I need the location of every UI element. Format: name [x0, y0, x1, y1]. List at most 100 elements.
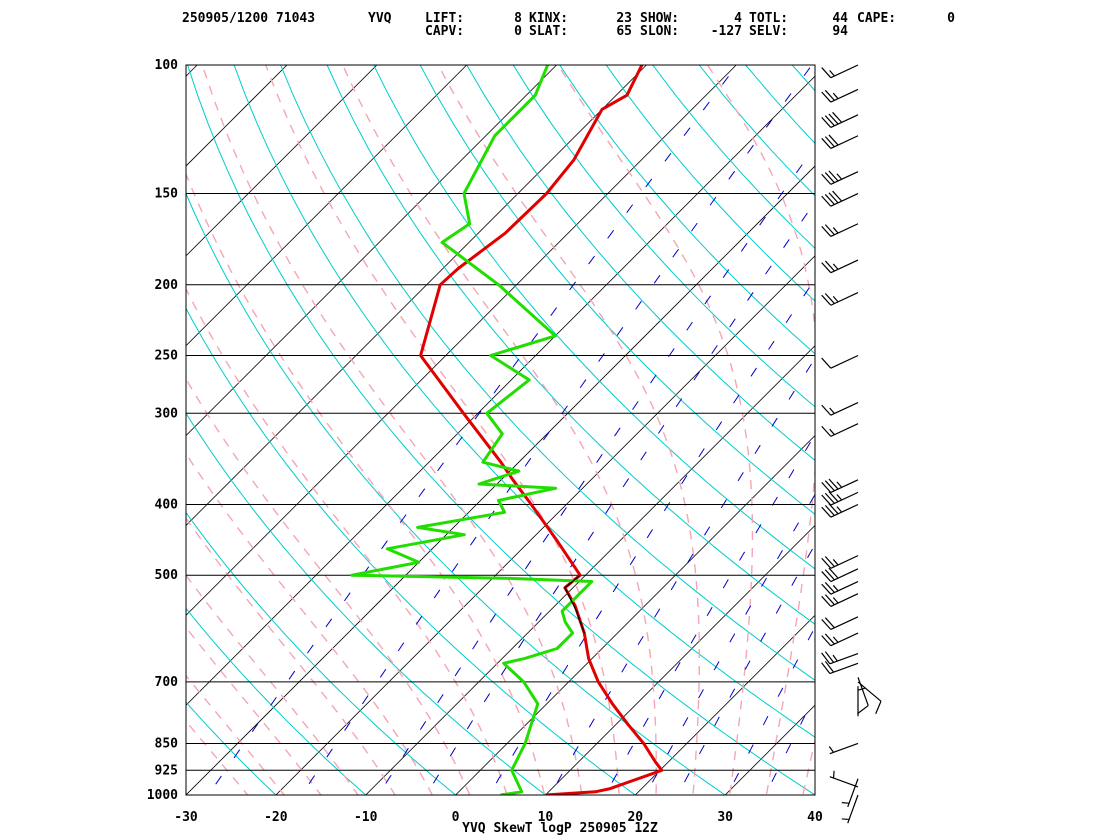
- barb-half-flag: [836, 173, 843, 180]
- barb-flag: [821, 357, 832, 369]
- barb-flag: [821, 506, 832, 518]
- barb-flag: [821, 662, 831, 674]
- wind-barb: [821, 660, 859, 675]
- temperature-axis: -30 -20 -10 0 10 20 30 40: [174, 810, 823, 825]
- wind-barb: [821, 503, 859, 518]
- dry-adiabat-line: [855, 32, 1120, 811]
- pressure-tick-label: 300: [155, 406, 179, 421]
- mixing-ratio-line: [726, 626, 815, 795]
- header-lift-label: LIFT:: [425, 11, 464, 26]
- isotherm-line: [186, 65, 737, 616]
- barb-staff: [830, 171, 859, 185]
- barb-half-flag: [832, 559, 839, 566]
- barb-flag: [821, 137, 832, 149]
- dry-adiabat-line: [280, 65, 815, 681]
- moist-adiabat-line: [706, 65, 815, 795]
- barb-flag: [824, 89, 835, 101]
- barb-flag: [824, 582, 835, 593]
- moist-adiabat-line: [186, 674, 286, 795]
- isotherm-line: [0, 65, 17, 795]
- pressure-tick-label: 250: [155, 348, 179, 363]
- dry-adiabat-line: [900, 32, 1120, 811]
- temperature-tick-label: 10: [538, 810, 554, 825]
- barb-flag: [824, 556, 835, 568]
- dry-adiabat-line: [233, 65, 815, 738]
- wind-barb: [857, 677, 869, 715]
- header-kinx-value: 23: [616, 11, 632, 26]
- barb-flag: [821, 195, 832, 207]
- mixing-ratio-line: [645, 493, 815, 795]
- pressure-tick-label: 150: [155, 187, 179, 202]
- barb-half-flag: [832, 92, 839, 100]
- barb-flag: [824, 224, 835, 236]
- dry-adiabat-line: [186, 701, 277, 795]
- pressure-tick-label: 100: [155, 58, 179, 73]
- barb-half-flag: [832, 654, 838, 662]
- header-capv-value: 0: [514, 24, 522, 39]
- barb-flag: [828, 170, 839, 182]
- dry-adiabat-line: [810, 32, 1120, 811]
- barb-staff: [829, 742, 859, 755]
- isotherm-line: [186, 65, 288, 167]
- moist-adiabat-line: [186, 574, 359, 795]
- header-selv-value: 94: [832, 24, 848, 39]
- wind-barb: [829, 770, 859, 788]
- isotherm-line: [545, 524, 815, 795]
- barb-flag: [828, 134, 839, 146]
- header-totl-label: TOTL:: [749, 11, 788, 26]
- header-slat-value: 65: [616, 24, 632, 39]
- wind-barb: [821, 292, 859, 306]
- isotherm-line: [635, 614, 815, 795]
- header-slat-label: SLAT:: [529, 24, 568, 39]
- pressure-tick-label: 400: [155, 498, 179, 513]
- wind-barb: [821, 259, 859, 274]
- dry-adiabat-line: [605, 65, 815, 302]
- barb-flag: [824, 172, 835, 184]
- header-lift-value: 8: [514, 11, 522, 26]
- isotherm-line: [186, 65, 378, 257]
- barb-half-flag: [828, 746, 835, 753]
- header-totl-value: 44: [832, 11, 848, 26]
- barb-flag: [824, 617, 835, 629]
- header-capv-label: CAPV:: [425, 24, 464, 39]
- barb-flag: [821, 173, 832, 185]
- barb-flag: [821, 91, 832, 103]
- temperature-tick-label: 0: [452, 810, 460, 825]
- barb-flag: [824, 492, 835, 504]
- barb-staff: [847, 794, 859, 824]
- dry-adiabat-line: [559, 65, 815, 355]
- barb-half-flag: [841, 818, 850, 821]
- barb-staff: [829, 652, 859, 665]
- header-selv-label: SELV:: [749, 24, 788, 39]
- moist-adiabat-line: [186, 452, 434, 795]
- wind-barb: [821, 170, 859, 185]
- moist-adiabat-line: [186, 287, 508, 795]
- barb-flag: [821, 425, 832, 437]
- barb-staff: [830, 114, 859, 128]
- barb-flag: [821, 595, 832, 607]
- barb-flag: [821, 404, 832, 416]
- isotherm-line: [0, 65, 107, 795]
- pressure-tick-label: 925: [155, 763, 178, 778]
- mixing-ratio-line: [764, 694, 815, 795]
- header-show-value: 4: [734, 11, 742, 26]
- barb-half-flag: [836, 481, 843, 488]
- header-stamp: 250905/1200 71043: [182, 11, 315, 26]
- pressure-tick-label: 700: [155, 675, 179, 690]
- barb-staff: [830, 64, 859, 79]
- barb-flag: [828, 567, 839, 579]
- mixing-ratio-line: [604, 433, 815, 795]
- barb-staff: [830, 88, 859, 103]
- barb-staff: [830, 259, 859, 274]
- barb-flag: [832, 190, 843, 202]
- mixing-ratio-line: [301, 65, 813, 795]
- barb-staff: [830, 479, 859, 494]
- barb-half-flag: [841, 802, 850, 804]
- parcel-profile-line: [564, 574, 585, 634]
- barb-half-flag: [832, 636, 839, 643]
- barb-staff: [830, 354, 859, 369]
- barb-staff: [830, 503, 859, 518]
- barb-flag: [821, 635, 832, 647]
- barb-staff: [847, 778, 859, 808]
